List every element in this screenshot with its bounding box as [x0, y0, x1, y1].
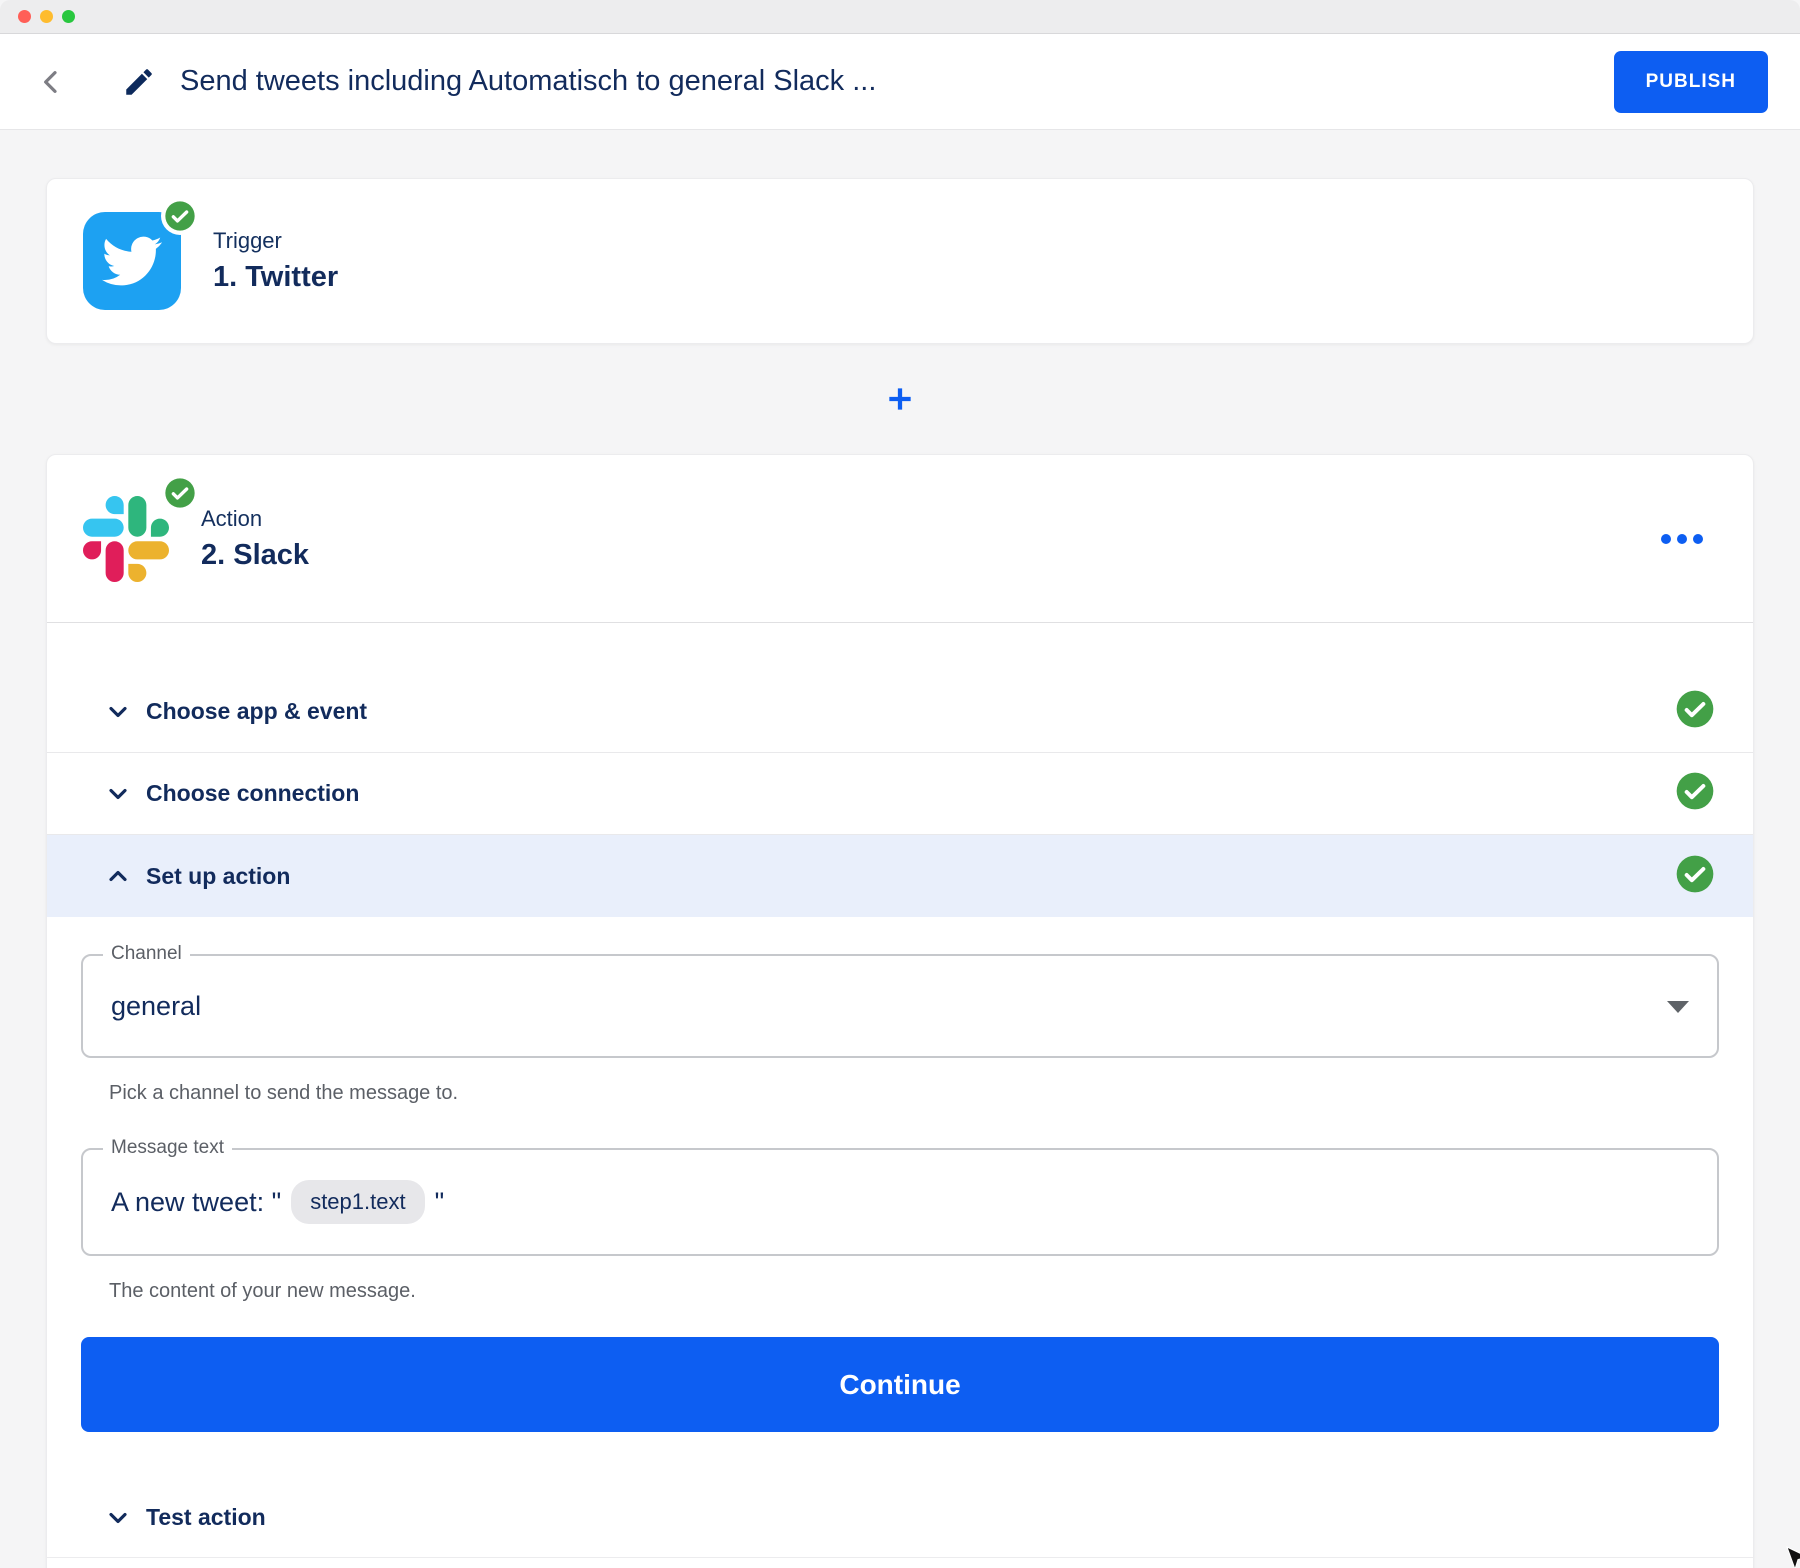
plus-icon [889, 388, 911, 410]
section-label: Choose connection [146, 780, 360, 806]
message-field-value: A new tweet: " step1.text " [83, 1150, 1717, 1254]
add-step-button[interactable] [876, 375, 924, 423]
ellipsis-icon [1661, 533, 1671, 544]
step-menu-button[interactable] [1651, 524, 1713, 554]
message-field-label: Message text [103, 1137, 232, 1159]
variable-chip: step1.text [291, 1180, 425, 1224]
flow-editor: Trigger 1. Twitter [0, 130, 1800, 1568]
action-card-header[interactable]: Action 2. Slack [47, 455, 1753, 622]
step-kind-label: Trigger [213, 228, 282, 253]
section-test-action[interactable]: Test action [47, 1478, 1753, 1558]
app-header: Send tweets including Automatisch to gen… [0, 34, 1800, 130]
slack-icon [83, 495, 169, 582]
flow-title[interactable]: Send tweets including Automatisch to gen… [180, 65, 877, 97]
message-text-input[interactable]: Message text A new tweet: " step1.text " [81, 1137, 1719, 1256]
divider [47, 622, 1753, 623]
section-choose-connection[interactable]: Choose connection [47, 753, 1753, 835]
add-step-row [46, 344, 1754, 454]
section-label: Test action [146, 1504, 266, 1530]
trigger-app-icon-wrap [83, 197, 199, 310]
trigger-card-header: Trigger 1. Twitter [47, 179, 1753, 343]
step-title: 1. Twitter [213, 261, 339, 293]
message-text-prefix: A new tweet: " [111, 1186, 282, 1217]
ellipsis-icon [1677, 533, 1687, 544]
message-text-suffix: " [434, 1186, 445, 1217]
step-completed-check-icon [161, 473, 199, 512]
ellipsis-icon [1693, 533, 1703, 544]
window-titlebar [0, 0, 1800, 34]
action-sections: Choose app & event Choose connection [47, 623, 1753, 1558]
publish-button[interactable]: PUBLISH [1613, 50, 1768, 113]
pencil-icon [126, 68, 152, 95]
section-choose-app-event[interactable]: Choose app & event [47, 671, 1753, 753]
step-kind-label: Action [201, 505, 263, 531]
trigger-step-meta: Trigger 1. Twitter [213, 228, 338, 294]
zoom-window-button[interactable] [62, 10, 75, 23]
step-title: 2. Slack [201, 538, 310, 571]
channel-selected-value: general [111, 990, 202, 1021]
section-label: Set up action [146, 862, 291, 889]
section-completed-check-icon [1675, 689, 1715, 734]
back-button[interactable] [34, 65, 68, 99]
chevron-down-icon [109, 706, 127, 717]
channel-select[interactable]: Channel general [81, 943, 1719, 1058]
step-completed-check-icon [161, 197, 199, 235]
channel-field-label: Channel [103, 943, 190, 965]
chevron-down-icon [109, 1512, 127, 1523]
close-window-button[interactable] [18, 10, 31, 23]
section-label: Choose app & event [146, 698, 368, 724]
channel-helper-text: Pick a channel to send the message to. [109, 1082, 459, 1104]
action-step-card: Action 2. Slack Choose app & event [46, 454, 1754, 1568]
setup-action-form: Channel general Pick a channel to send t… [47, 917, 1753, 1432]
chevron-left-icon [44, 70, 57, 93]
dropdown-caret-icon [1667, 1001, 1689, 1013]
section-completed-check-icon [1675, 771, 1715, 816]
trigger-step-card[interactable]: Trigger 1. Twitter [46, 178, 1754, 344]
continue-button[interactable]: Continue [81, 1337, 1719, 1432]
section-completed-check-icon [1675, 854, 1715, 899]
chevron-down-icon [109, 788, 127, 799]
minimize-window-button[interactable] [40, 10, 53, 23]
chevron-up-icon [109, 870, 127, 882]
section-set-up-action[interactable]: Set up action [47, 835, 1753, 917]
edit-title-button[interactable] [120, 63, 158, 101]
action-app-icon-wrap [83, 473, 199, 582]
message-helper-text: The content of your new message. [109, 1280, 416, 1302]
action-step-meta: Action 2. Slack [201, 506, 309, 572]
